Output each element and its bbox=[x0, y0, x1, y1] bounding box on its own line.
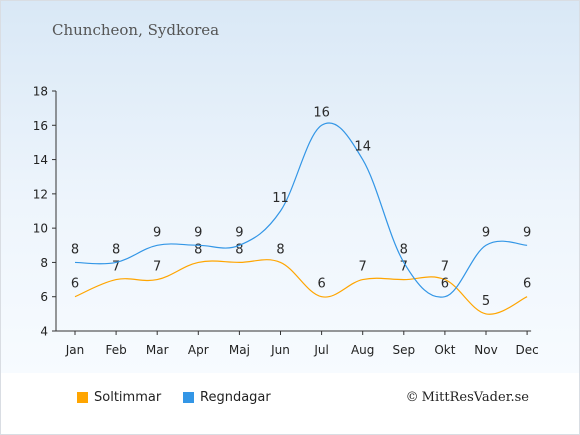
x-tick-label: Sep bbox=[392, 343, 415, 357]
y-tick-label: 10 bbox=[33, 222, 48, 236]
data-label: 6 bbox=[523, 277, 531, 292]
legend-item-soltimmar: Soltimmar bbox=[77, 390, 161, 405]
data-label: 6 bbox=[317, 277, 325, 292]
y-tick-label: 8 bbox=[40, 256, 48, 270]
data-label: 16 bbox=[313, 105, 330, 120]
line-chart: 4 6 8 10 12 14 16 18 Jan Feb Mar Apr Maj Jun Jul Aug Sep… bbox=[33, 85, 539, 358]
x-tick-label: Apr bbox=[188, 343, 209, 357]
data-label: 8 bbox=[400, 242, 408, 257]
x-tick-label: Feb bbox=[105, 343, 126, 357]
y-tick-label: 12 bbox=[33, 187, 48, 201]
data-label: 9 bbox=[194, 225, 202, 240]
x-tick-label: Jul bbox=[313, 343, 328, 357]
legend-label-regndagar: Regndagar bbox=[200, 390, 271, 405]
y-tick-label: 16 bbox=[33, 119, 48, 133]
data-label: 7 bbox=[153, 260, 161, 275]
x-tick-label: Okt bbox=[434, 343, 455, 357]
legend-swatch-soltimmar bbox=[77, 392, 88, 403]
x-tick-label: Dec bbox=[515, 343, 538, 357]
x-tick-label: Jan bbox=[65, 343, 85, 357]
x-tick-label: Maj bbox=[229, 343, 250, 357]
data-label: 9 bbox=[153, 225, 161, 240]
data-label: 7 bbox=[441, 260, 449, 275]
legend-item-regndagar: Regndagar bbox=[183, 390, 271, 405]
data-label: 14 bbox=[354, 140, 371, 155]
data-label: 11 bbox=[272, 191, 289, 206]
x-tick-label: Jun bbox=[270, 343, 290, 357]
y-tick-label: 18 bbox=[33, 85, 48, 99]
legend-label-soltimmar: Soltimmar bbox=[94, 390, 162, 405]
x-tick-label: Mar bbox=[146, 343, 169, 357]
series-line-regndagar bbox=[74, 122, 528, 298]
x-tick-label: Aug bbox=[351, 343, 374, 357]
data-label: 9 bbox=[523, 225, 531, 240]
data-label: 8 bbox=[71, 242, 79, 257]
data-label: 6 bbox=[71, 277, 79, 292]
plot-background bbox=[1, 1, 579, 373]
legend-swatch-regndagar bbox=[183, 392, 194, 403]
copyright-text: MittResVader.se bbox=[421, 390, 529, 405]
data-label: 9 bbox=[482, 225, 490, 240]
data-label: 9 bbox=[235, 225, 243, 240]
y-tick-label: 6 bbox=[40, 290, 48, 304]
data-label: 8 bbox=[276, 242, 284, 257]
copyright-symbol: © bbox=[405, 390, 419, 405]
chart-title: Chuncheon, Sydkorea bbox=[52, 21, 220, 39]
copyright-notice[interactable]: © MittResVader.se bbox=[406, 390, 529, 405]
data-label: 7 bbox=[112, 260, 120, 275]
y-tick-label: 4 bbox=[40, 325, 48, 339]
data-label: 8 bbox=[235, 242, 243, 257]
data-label: 8 bbox=[194, 242, 202, 257]
series-line-soltimmar bbox=[74, 259, 528, 315]
x-tick-label: Nov bbox=[474, 343, 497, 357]
data-label: 7 bbox=[359, 260, 367, 275]
data-label: 8 bbox=[112, 242, 120, 257]
data-label: 6 bbox=[441, 277, 449, 292]
data-label: 5 bbox=[482, 294, 490, 309]
data-label: 7 bbox=[400, 260, 408, 275]
y-tick-label: 14 bbox=[33, 153, 48, 167]
